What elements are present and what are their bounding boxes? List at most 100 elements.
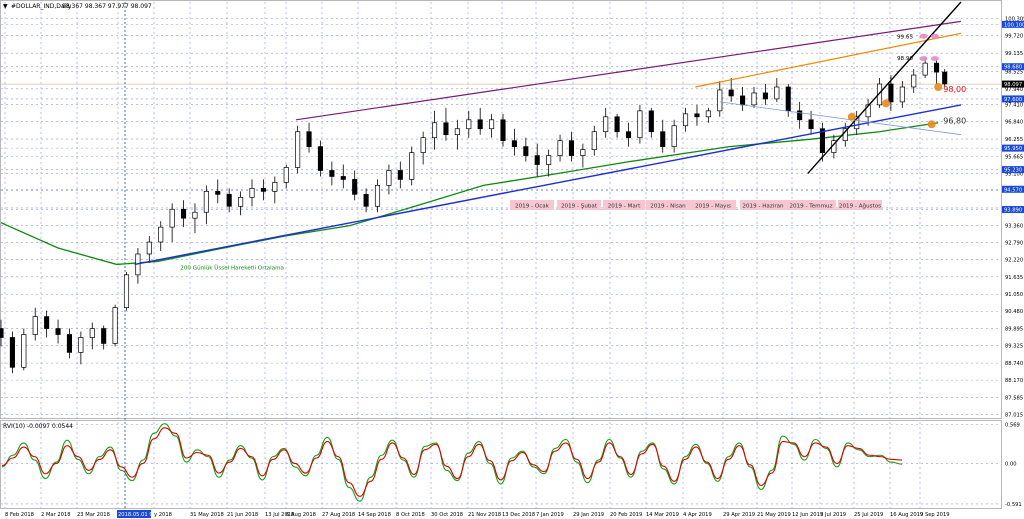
candle-body (317, 146, 324, 171)
candle (694, 104, 700, 126)
candle-body (728, 89, 734, 97)
candle-body (9, 337, 15, 368)
candle-body (363, 193, 369, 207)
month-label: 2019 - Şubat (561, 204, 598, 210)
candle-body (180, 208, 187, 219)
candle (32, 307, 38, 341)
x-tick-label: 29 Apr 2019 (723, 512, 755, 518)
month-label-box (603, 200, 645, 210)
candle (637, 104, 643, 144)
pink-marker (930, 33, 939, 39)
x-tick-label: 14 Mar 2019 (646, 512, 679, 518)
y-tick-label: 95.665 (1005, 155, 1023, 161)
candle-body (637, 110, 643, 139)
uptrend-line (807, 1, 962, 174)
candle-body (922, 62, 928, 76)
month-label: 2019 - Nisan (650, 204, 686, 210)
candle (489, 113, 495, 138)
candle (683, 107, 689, 132)
markers-layer (847, 33, 943, 129)
title-arrow-icon[interactable]: ▼ (3, 3, 8, 10)
trendlines-layer (134, 1, 962, 266)
price-tag-label: 94.570 (1004, 187, 1022, 193)
candle (226, 188, 232, 213)
candle (431, 110, 438, 150)
pink-marker (930, 56, 939, 62)
candle-body (352, 179, 358, 195)
candle-body (32, 316, 38, 335)
y-tick-label: 93.360 (1005, 223, 1023, 229)
price-annotation: 99.65 (897, 34, 913, 40)
price-tag-label: 93.890 (1004, 208, 1022, 214)
candle-body (819, 128, 826, 153)
candle (363, 188, 369, 213)
y-tick-label: 87.015 (1005, 413, 1023, 419)
month-label: 2019 - Temmuz (789, 204, 832, 210)
candle-body (340, 176, 346, 180)
price-axis[interactable]: 100.305 99.720 99.135 98.525 97.940 97.410 96.… (1002, 16, 1024, 419)
current-price-box (1002, 80, 1024, 88)
x-tick-label: 21 Nov 2018 (468, 512, 501, 518)
candle-body (169, 208, 175, 228)
rvi-pane-frame (0, 420, 1002, 509)
x-tick-label: 25 Jul 2019 (854, 512, 883, 518)
x-tick-label: 9 Sep 2019 (920, 512, 950, 518)
price-tag-label: 95.230 (1004, 168, 1022, 174)
candle-body (854, 116, 860, 130)
candle-body (705, 110, 711, 118)
candle (546, 149, 552, 177)
x-tick-label: 23 Mar 2018 (77, 512, 110, 518)
candle-body (580, 149, 586, 156)
candle (409, 146, 415, 186)
y-tick-label: 95.100 (1005, 171, 1023, 177)
candle (603, 107, 609, 138)
price-tag-box (1002, 63, 1024, 71)
month-labels-layer: 2019 - Ocak 2019 - Şubat 2019 - Mart 2019 -… (510, 200, 882, 210)
y-tick-label: 89.325 (1005, 344, 1023, 350)
y-tick-label: 88.740 (1005, 361, 1023, 367)
x-tick-label: 13 Dec 2018 (502, 512, 535, 518)
candle (101, 325, 107, 350)
candle (671, 119, 677, 153)
candle (215, 179, 221, 204)
candle-body (215, 191, 221, 195)
x-tick-label: 2018.05.01 00:00 (118, 512, 164, 518)
candle-body (603, 116, 609, 133)
candle (180, 200, 187, 228)
x-tick-label: 20 Feb 2019 (610, 512, 642, 518)
candle-body (374, 185, 381, 207)
candle (238, 191, 244, 216)
x-tick-label: 16 Aug 2019 (890, 512, 923, 518)
y-tick-label: 97.940 (1005, 87, 1023, 93)
candle (249, 179, 255, 207)
candle (386, 164, 392, 195)
candle-body (409, 152, 415, 180)
y-tick-label: 87.585 (1005, 396, 1023, 402)
y-tick-label: 90.480 (1005, 309, 1023, 315)
x-tick-label: 21 May 2019 (757, 512, 791, 518)
candle-body (546, 155, 552, 165)
candle (158, 221, 164, 252)
candle-body (865, 104, 871, 118)
x-tick-label: 12 Jun 2019 (792, 512, 823, 518)
price-annotation: 98.90 (897, 56, 913, 62)
candle (568, 131, 575, 162)
candle-body (112, 307, 118, 344)
candle-body (477, 119, 483, 130)
time-axis[interactable]: 8 Feb 2018 2 Mar 2018 23 Mar 2018 2018.05.0… (5, 510, 950, 518)
x-tick-label: y 2018 (154, 512, 172, 518)
candle-body (466, 119, 472, 130)
price-tag-label: 100.100 (1004, 22, 1024, 28)
orange-marker (882, 99, 891, 108)
candle-body (420, 137, 426, 153)
candle-body (942, 71, 948, 85)
candle-body (648, 110, 654, 133)
y-tick-label: 99.135 (1005, 51, 1023, 57)
month-label-box (646, 200, 690, 210)
price-tag-box (1002, 144, 1024, 152)
month-label: 2019 - Mayıs (695, 204, 731, 210)
price-tag-box (1002, 185, 1024, 193)
candle (625, 122, 632, 147)
candle (0, 319, 4, 347)
candle-body (238, 196, 244, 207)
